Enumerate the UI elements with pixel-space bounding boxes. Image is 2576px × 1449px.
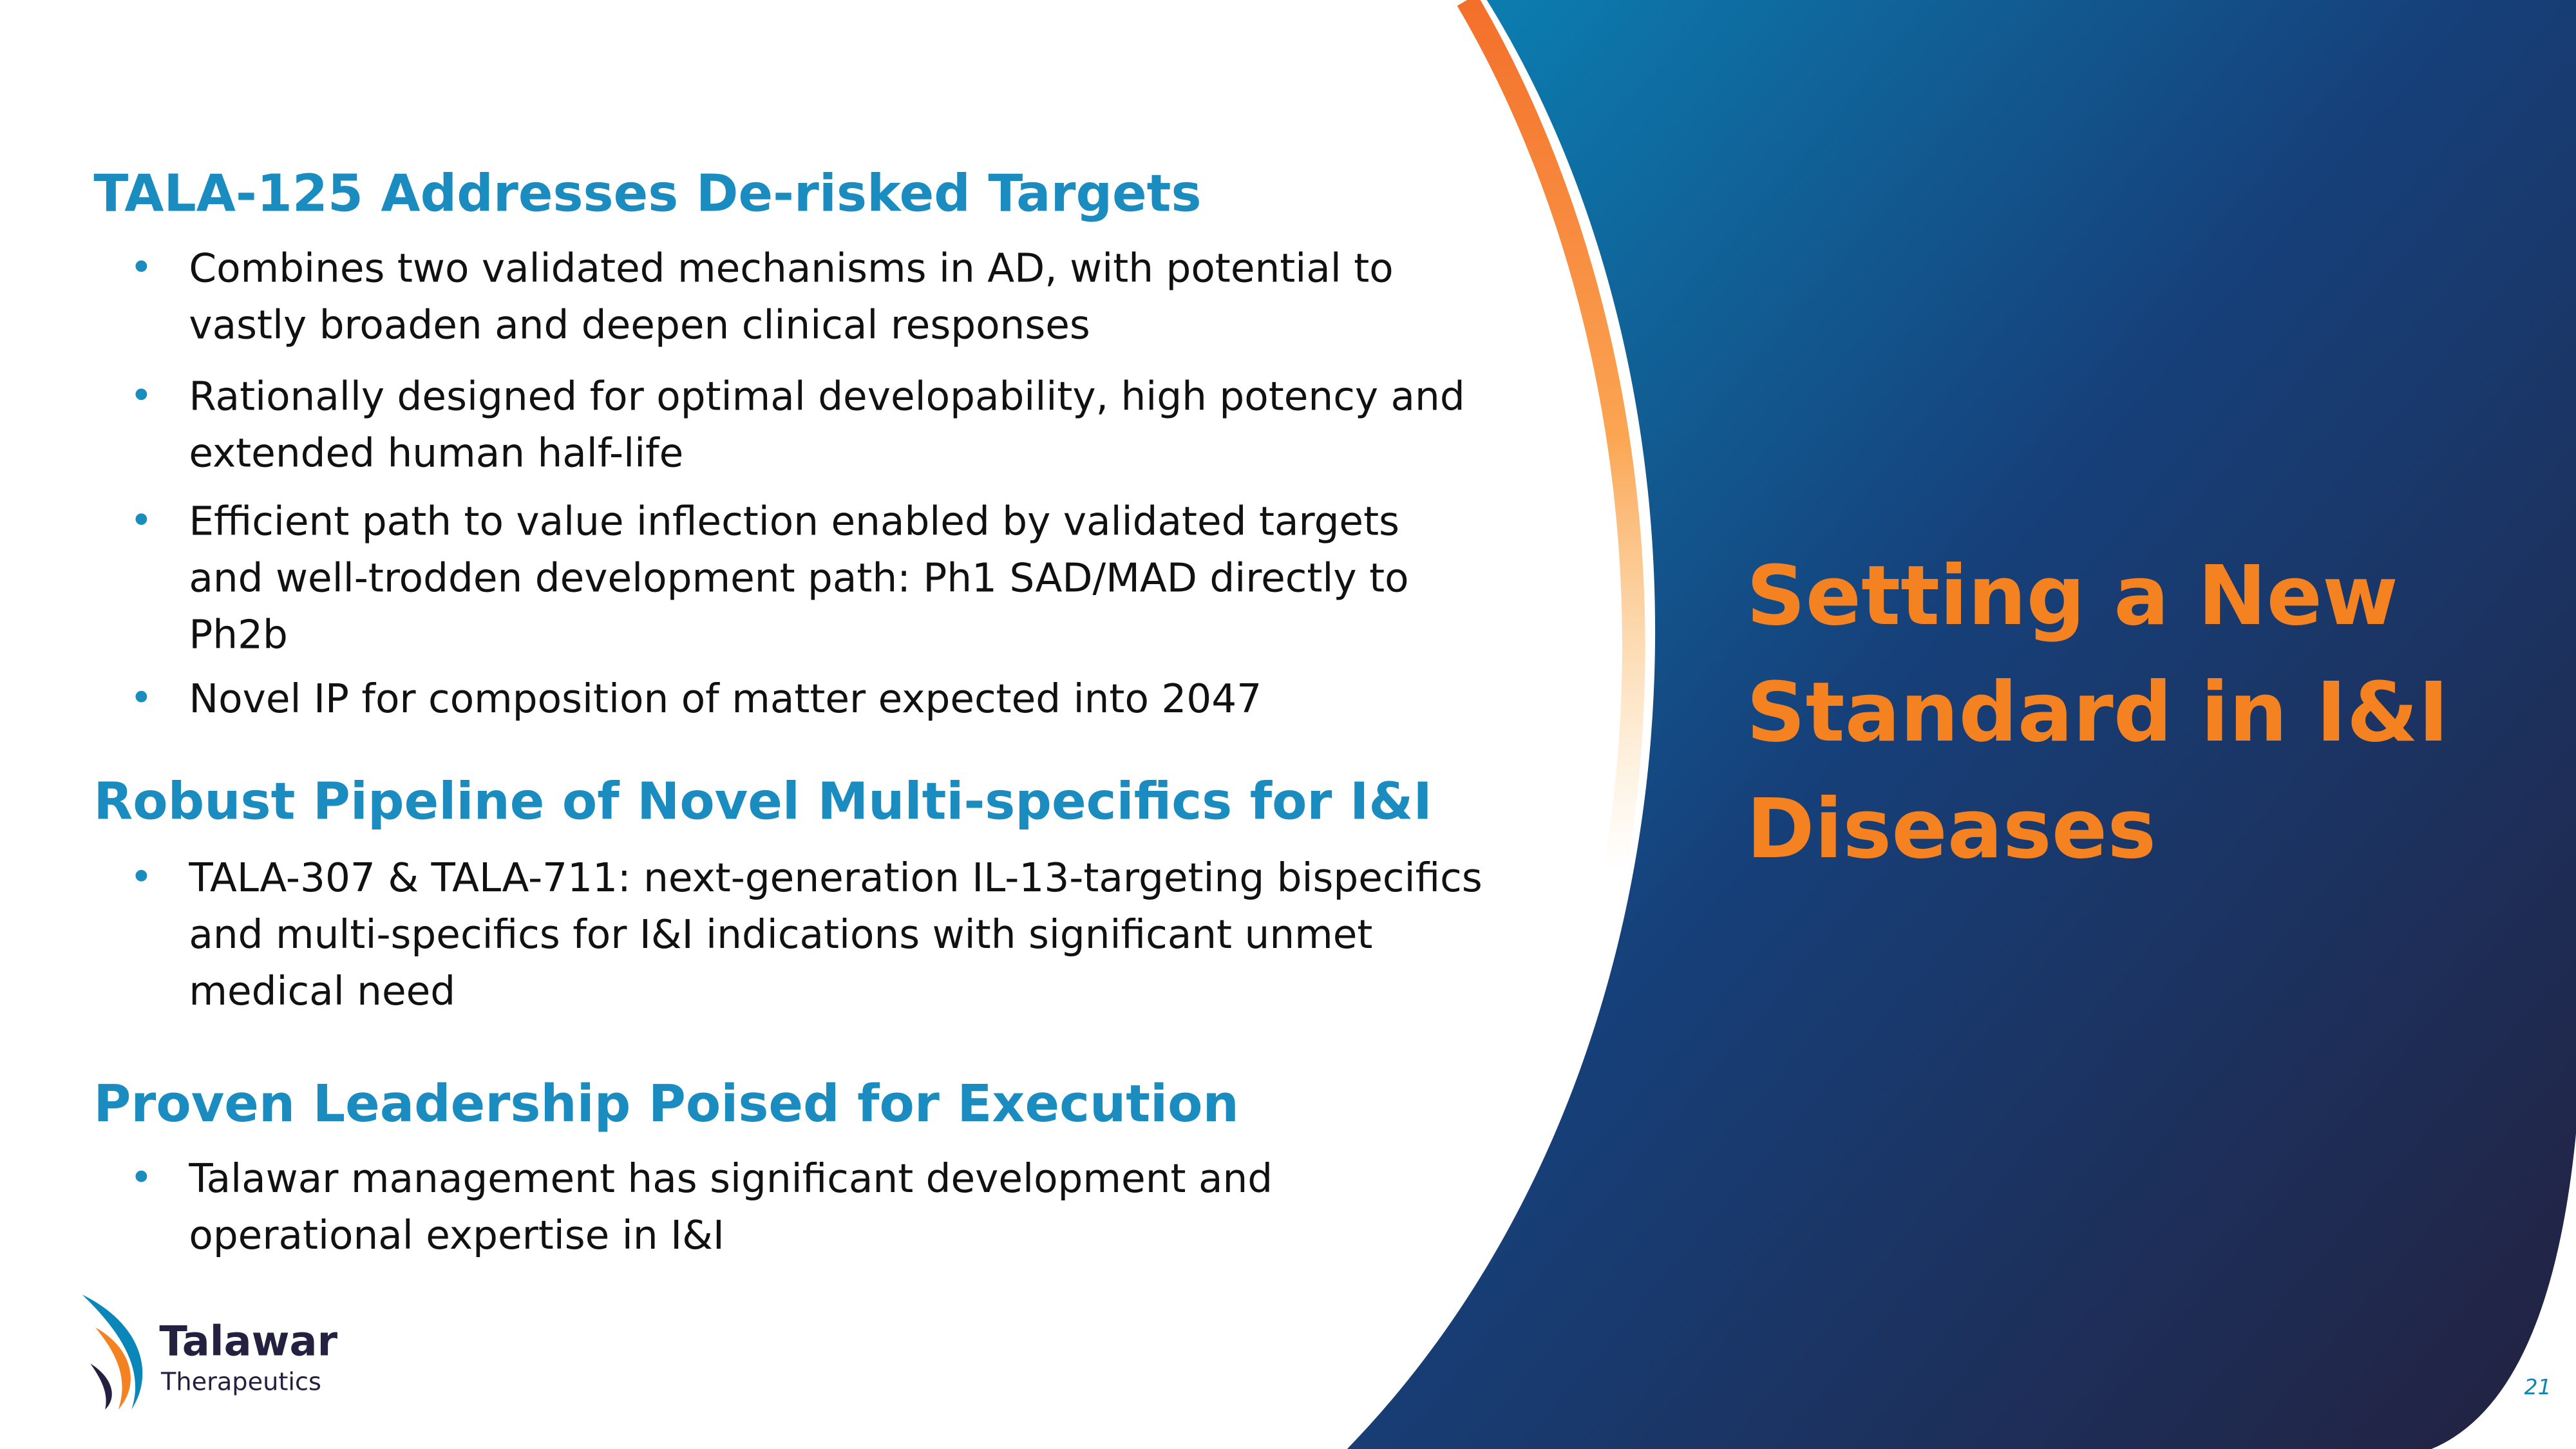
accent-curve <box>1319 0 1645 1449</box>
section-heading: TALA-125 Addresses De-risked Targets <box>93 164 1201 223</box>
section-heading: Proven Leadership Poised for Execution <box>93 1074 1238 1133</box>
bullet-text: Ph2b <box>189 612 288 658</box>
bullet-text: TALA-307 & TALA-711: next-generation IL-… <box>188 855 1482 901</box>
logo-tagline: Therapeutics <box>160 1367 321 1396</box>
bullet-dot <box>135 513 147 526</box>
side-title: Setting a New <box>1747 549 2398 644</box>
bullet-text: Combines two validated mechanisms in AD,… <box>189 246 1393 292</box>
bullet-dot <box>135 1170 147 1182</box>
page-number: 21 <box>2524 1374 2552 1399</box>
bullet-text: and multi-specifics for I&I indications … <box>189 912 1372 958</box>
bullet-text: medical need <box>189 969 455 1014</box>
bullet-text: vastly broaden and deepen clinical respo… <box>189 303 1090 348</box>
side-title: Diseases <box>1747 782 2156 877</box>
bullet-text: and well-trodden development path: Ph1 S… <box>189 555 1408 601</box>
bullet-text: Efficient path to value inflection enabl… <box>189 498 1399 544</box>
bullet-text: extended human half-life <box>189 431 683 477</box>
bullet-dot <box>135 869 147 882</box>
side-title: Standard in I&I <box>1747 665 2449 761</box>
logo-name: Talawar <box>159 1318 337 1365</box>
bullet-text: Talawar management has significant devel… <box>188 1156 1273 1202</box>
bullet-dot <box>135 260 147 272</box>
bullet-text: Rationally designed for optimal developa… <box>189 374 1464 419</box>
bullet-text: operational expertise in I&I <box>189 1213 724 1258</box>
section-heading: Robust Pipeline of Novel Multi-specifics… <box>93 772 1432 831</box>
bullet-text: Novel IP for composition of matter expec… <box>189 676 1262 722</box>
blue-panel <box>1347 0 2576 1449</box>
bullet-dot <box>135 388 147 401</box>
logo-mark <box>82 1294 143 1410</box>
bullet-dot <box>135 690 147 703</box>
